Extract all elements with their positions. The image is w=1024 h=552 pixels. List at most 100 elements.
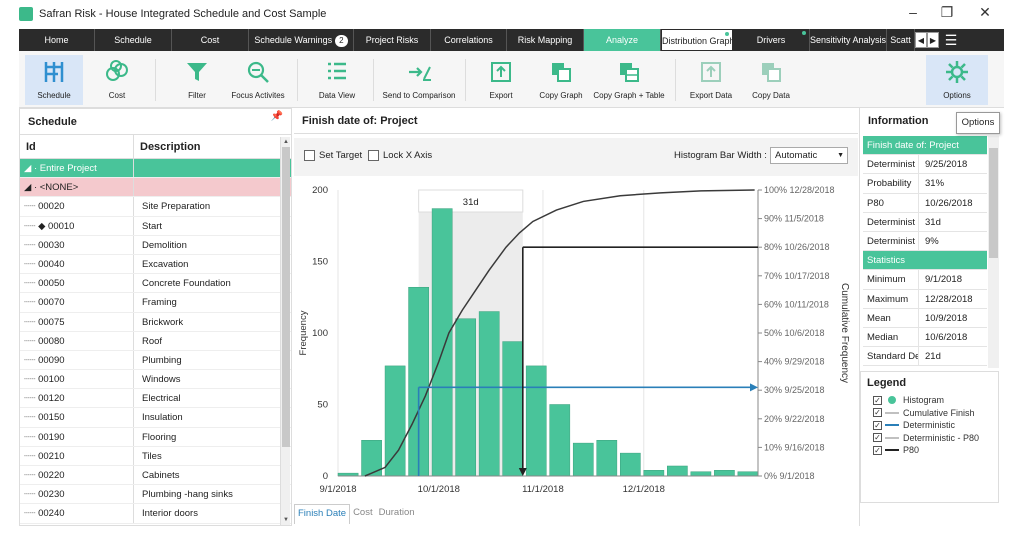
histogram-bar-width-select[interactable]: Automatic ▼ <box>770 147 848 164</box>
ribbon-separator <box>675 59 676 101</box>
table-row[interactable]: ┄┄ 00030 Demolition <box>20 235 291 255</box>
table-row[interactable]: ┄┄ 00230 Plumbing -hang sinks <box>20 485 291 505</box>
copy-data-button[interactable]: Copy Data <box>743 55 799 105</box>
tab-cost-bottom[interactable]: Cost <box>353 507 373 518</box>
data-view-button[interactable]: Data View <box>309 55 365 105</box>
tree-expander-icon[interactable]: ◢ · <box>24 182 40 194</box>
pin-icon[interactable]: 📌 <box>270 111 283 122</box>
check-icon[interactable]: ✓ <box>873 445 882 455</box>
y-tick-label: 200 <box>312 185 328 196</box>
scroll-thumb[interactable] <box>989 148 998 258</box>
table-row[interactable]: ◢ · <NONE> <box>20 178 291 198</box>
scroll-down-icon[interactable]: ▼ <box>283 517 289 523</box>
tab-analyze[interactable]: Analyze <box>584 29 661 51</box>
lock-x-axis-checkbox[interactable]: Lock X Axis <box>368 150 432 161</box>
tab-scroll-right-icon[interactable]: ▶ <box>927 32 939 48</box>
table-row[interactable]: ┄┄ 00220 Cabinets <box>20 466 291 486</box>
select-value: Automatic <box>775 150 818 161</box>
y-tick-label: 50 <box>317 400 328 411</box>
legend-item-deterministic[interactable]: ✓ Deterministic <box>861 419 998 432</box>
table-row[interactable]: ┄┄ 00040 Excavation <box>20 254 291 275</box>
histogram-bar <box>549 404 571 477</box>
warning-count-badge: 2 <box>335 35 348 47</box>
filter-icon <box>187 63 207 81</box>
distribution-chart[interactable]: 31d 0 50 100 150 200 Frequency 9/1/2018 10/1/201… <box>294 178 858 504</box>
tab-distribution-graph[interactable]: Distribution Graph <box>661 29 733 51</box>
tab-schedule[interactable]: Schedule <box>95 29 172 51</box>
minimize-icon[interactable]: – <box>909 4 917 20</box>
column-header-description[interactable]: Description <box>140 141 201 153</box>
row-id: ┄┄ 00080 <box>20 331 134 350</box>
scroll-up-icon[interactable]: ▲ <box>283 139 289 145</box>
options-button[interactable]: Options <box>926 55 988 105</box>
export-icon <box>491 62 511 82</box>
table-row[interactable]: ┄┄ 00240 Interior doors <box>20 504 291 524</box>
table-row[interactable]: ┄┄ 00100 Windows <box>20 370 291 390</box>
table-row[interactable]: ◢ · Entire Project <box>20 159 291 179</box>
check-icon[interactable]: ✓ <box>873 395 882 405</box>
table-row[interactable]: ┄┄ 00075 Brickwork <box>20 312 291 332</box>
y2-tick-label: 50% 10/6/2018 <box>764 328 825 338</box>
tab-sensitivity-analysis[interactable]: Sensitivity Analysis <box>810 29 887 51</box>
export-button[interactable]: Export <box>475 55 527 105</box>
set-target-checkbox[interactable]: Set Target <box>304 150 362 161</box>
table-row[interactable]: ┄┄ 00090 Plumbing <box>20 350 291 371</box>
table-row[interactable]: ┄┄ 00020 Site Preparation <box>20 197 291 217</box>
check-icon[interactable]: ✓ <box>873 433 882 443</box>
menu-icon[interactable]: ☰ <box>944 32 958 48</box>
info-key: Statistics <box>867 255 906 267</box>
tab-home[interactable]: Home <box>19 29 95 51</box>
focus-activities-button[interactable]: Focus Activites <box>227 55 289 105</box>
tab-drivers[interactable]: Drivers <box>733 29 810 51</box>
table-row[interactable]: ┄┄ 00120 Electrical <box>20 389 291 409</box>
tree-connector: ┄┄ <box>24 393 39 405</box>
tree-connector: ┄┄ <box>24 354 39 366</box>
cost-button[interactable]: Cost <box>89 55 145 105</box>
tab-correlations[interactable]: Correlations <box>431 29 507 51</box>
tab-schedule-warnings[interactable]: Schedule Warnings 2 <box>249 29 354 51</box>
table-row[interactable]: ┄┄ 00080 Roof <box>20 331 291 351</box>
focus-search-icon <box>247 61 269 83</box>
tab-scroll-left-icon[interactable]: ◀ <box>915 32 927 48</box>
check-icon[interactable]: ✓ <box>873 420 882 430</box>
close-icon[interactable]: ✕ <box>979 4 991 20</box>
legend-item-cumulative[interactable]: ✓ Cumulative Finish <box>861 407 998 420</box>
tab-duration[interactable]: Duration <box>378 507 415 518</box>
legend-item-deterministic-p80[interactable]: ✓ Deterministic - P80 <box>861 432 998 445</box>
table-row[interactable]: ┄┄ 00050 Concrete Foundation <box>20 274 291 294</box>
tree-expander-icon[interactable]: ◢ · <box>24 163 40 174</box>
row-id: ┄┄ 00030 <box>20 235 134 254</box>
table-row[interactable]: ┄┄ 00070 Framing <box>20 293 291 313</box>
tab-finish-date[interactable]: Finish Date <box>294 504 351 524</box>
table-row[interactable]: ┄┄ 00210 Tiles <box>20 446 291 466</box>
tree-connector: ┄┄ <box>24 470 39 481</box>
export-data-button[interactable]: Export Data <box>683 55 739 105</box>
send-to-comparison-button[interactable]: Send to Comparison <box>381 55 457 105</box>
column-header-id[interactable]: Id <box>20 135 134 158</box>
restore-icon[interactable]: ❐ <box>940 4 954 20</box>
checkbox-box <box>304 150 315 161</box>
scroll-thumb[interactable] <box>282 147 290 447</box>
information-scrollbar[interactable] <box>988 136 999 368</box>
legend-item-p80[interactable]: ✓ P80 <box>861 444 998 457</box>
check-icon[interactable]: ✓ <box>873 408 882 418</box>
tab-label: Distribution Graph <box>662 36 733 46</box>
table-row[interactable]: ┄┄ 00150 Insulation <box>20 408 291 428</box>
copy-graph-table-button[interactable]: Copy Graph + Table <box>591 55 667 105</box>
schedule-scrollbar[interactable]: ▲ ▼ <box>280 137 290 525</box>
schedule-button[interactable]: Schedule <box>25 55 83 105</box>
tab-risk-mapping[interactable]: Risk Mapping <box>507 29 584 51</box>
tab-scatter[interactable]: Scatt <box>887 29 915 51</box>
tab-cost[interactable]: Cost <box>172 29 249 51</box>
legend-item-histogram[interactable]: ✓ Histogram <box>861 394 998 407</box>
tab-project-risks[interactable]: Project Risks <box>354 29 431 51</box>
histogram-bar <box>714 470 735 477</box>
filter-button[interactable]: Filter <box>169 55 225 105</box>
ribbon-label: Export Data <box>689 91 733 100</box>
copy-graph-button[interactable]: Copy Graph <box>535 55 587 105</box>
distribution-title: Finish date of: Project <box>294 108 858 134</box>
info-row: Standard De 21d <box>863 347 987 367</box>
table-row[interactable]: ┄┄ ◆ 00010 Start <box>20 216 291 236</box>
table-row[interactable]: ┄┄ 00190 Flooring <box>20 427 291 447</box>
